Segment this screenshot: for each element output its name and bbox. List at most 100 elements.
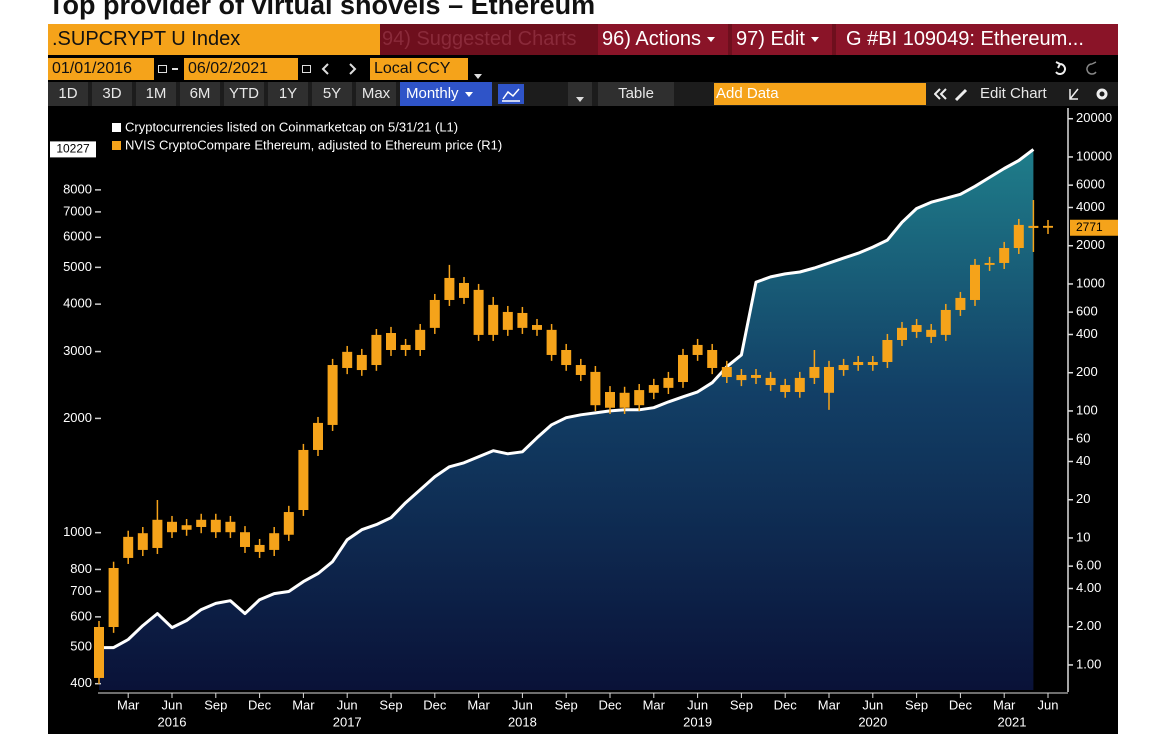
actions-menu[interactable]: 96) Actions <box>598 24 728 55</box>
x-year-label: 2021 <box>998 714 1027 729</box>
x-tick-label: Sep <box>730 697 753 712</box>
candle-body <box>780 385 791 393</box>
table-button[interactable]: Table <box>598 82 674 106</box>
period-button[interactable]: 1M <box>136 82 176 106</box>
candle-body <box>663 377 674 388</box>
x-tick-label: Jun <box>862 697 883 712</box>
candle-body <box>721 366 732 378</box>
x-tick-label: Dec <box>774 697 798 712</box>
calendar-icon[interactable] <box>302 65 311 73</box>
toolbar-row: 01/01/2016 06/02/2021 Local CCY <box>48 55 1118 82</box>
chart-type-dropdown[interactable] <box>568 82 592 106</box>
x-year-label: 2017 <box>333 714 362 729</box>
candle-body <box>473 289 484 335</box>
candle-body <box>210 519 221 533</box>
page-title: Top provider of virtual shovels – Ethere… <box>48 0 596 20</box>
candle-body <box>809 366 820 378</box>
end-date[interactable]: 06/02/2021 <box>184 58 298 80</box>
currency-dropdown[interactable] <box>474 68 482 86</box>
y2-tick-label: 10 <box>1076 529 1090 544</box>
frequency-select[interactable]: Monthly <box>400 82 492 106</box>
candle-body <box>181 525 192 530</box>
candle-body <box>970 264 980 300</box>
candle-body <box>999 248 1010 263</box>
candle-body <box>940 309 951 335</box>
y-tick-label: 5000 <box>63 259 92 274</box>
x-year-label: 2016 <box>158 714 187 729</box>
candle-body <box>152 519 163 548</box>
period-button[interactable]: 5Y <box>312 82 352 106</box>
y2-tick-label: 100 <box>1076 402 1098 417</box>
nav-arrows[interactable] <box>320 62 360 76</box>
calendar-icon[interactable] <box>158 65 167 73</box>
candle-body <box>502 311 513 330</box>
last-value-label: 10227 <box>56 142 90 156</box>
period-button[interactable]: YTD <box>224 82 264 106</box>
x-tick-label: Mar <box>292 697 315 712</box>
candle-body <box>824 366 834 393</box>
toolbar-row: .SUPCRYPT U Index 94) Suggested Charts 9… <box>48 24 1118 55</box>
x-year-label: 2019 <box>683 714 712 729</box>
candle-body <box>1043 225 1053 228</box>
y2-tick-label: 6000 <box>1076 177 1105 192</box>
x-tick-label: Dec <box>248 697 272 712</box>
candle-body <box>736 374 747 381</box>
period-button[interactable]: 1Y <box>268 82 308 106</box>
candle-body <box>619 392 630 408</box>
y2-tick-label: 200 <box>1076 364 1098 379</box>
y2-tick-label: 4.00 <box>1076 580 1101 595</box>
x-tick-label: Sep <box>379 697 402 712</box>
x-tick-label: Jun <box>687 697 708 712</box>
candle-body <box>123 536 134 558</box>
edit-label: 97) Edit <box>736 28 805 50</box>
candle-body <box>269 533 280 550</box>
edit-menu[interactable]: 97) Edit <box>732 24 832 55</box>
dropdown-arrow <box>706 37 715 43</box>
candle-body <box>167 521 177 533</box>
y2-tick-label: 400 <box>1076 326 1098 341</box>
suggested-charts[interactable]: 94) Suggested Charts <box>382 28 577 50</box>
candle-body <box>400 344 411 350</box>
add-data-field[interactable]: Add Data <box>714 83 926 105</box>
period-button[interactable]: 1D <box>48 82 88 106</box>
undo-redo[interactable] <box>1048 60 1108 78</box>
candle-body <box>1013 224 1024 249</box>
x-tick-label: Dec <box>598 697 622 712</box>
security-field[interactable]: .SUPCRYPT U Index <box>48 24 380 55</box>
x-tick-label: Jun <box>512 697 533 712</box>
legend-label: Cryptocurrencies listed on Coinmarketcap… <box>125 119 458 134</box>
y2-tick-label: 6.00 <box>1076 558 1101 573</box>
candle-body <box>298 449 309 511</box>
candle-body <box>356 354 367 371</box>
x-tick-label: Mar <box>993 697 1016 712</box>
last-value-tag <box>1070 219 1118 236</box>
edit-icons[interactable] <box>934 86 974 102</box>
currency-field[interactable]: Local CCY <box>370 58 468 80</box>
candle-body <box>575 365 586 375</box>
candle-body <box>371 334 382 366</box>
candle-body <box>488 304 499 335</box>
candle-body <box>283 512 294 535</box>
period-button[interactable]: 3D <box>92 82 132 106</box>
candle-body <box>444 277 455 300</box>
start-date[interactable]: 01/01/2016 <box>48 58 154 80</box>
x-tick-label: Dec <box>423 697 447 712</box>
edit-chart-button[interactable]: Edit Chart <box>980 85 1047 102</box>
candle-body <box>240 532 250 547</box>
y2-tick-label: 10000 <box>1076 148 1112 163</box>
area-fill <box>99 149 1034 690</box>
last-value-label: 2771 <box>1076 220 1103 234</box>
candle-body <box>225 521 236 533</box>
candle-body <box>415 329 426 350</box>
y2-tick-label: 2000 <box>1076 237 1105 252</box>
period-button[interactable]: 6M <box>180 82 220 106</box>
settings-icons[interactable] <box>1066 86 1116 102</box>
legend-swatch <box>112 141 121 150</box>
period-button[interactable]: Max <box>356 82 396 106</box>
chart-type-icon[interactable] <box>498 84 524 104</box>
y2-tick-label: 1000 <box>1076 275 1105 290</box>
y-tick-label: 600 <box>70 608 92 623</box>
y-tick-label: 4000 <box>63 296 92 311</box>
